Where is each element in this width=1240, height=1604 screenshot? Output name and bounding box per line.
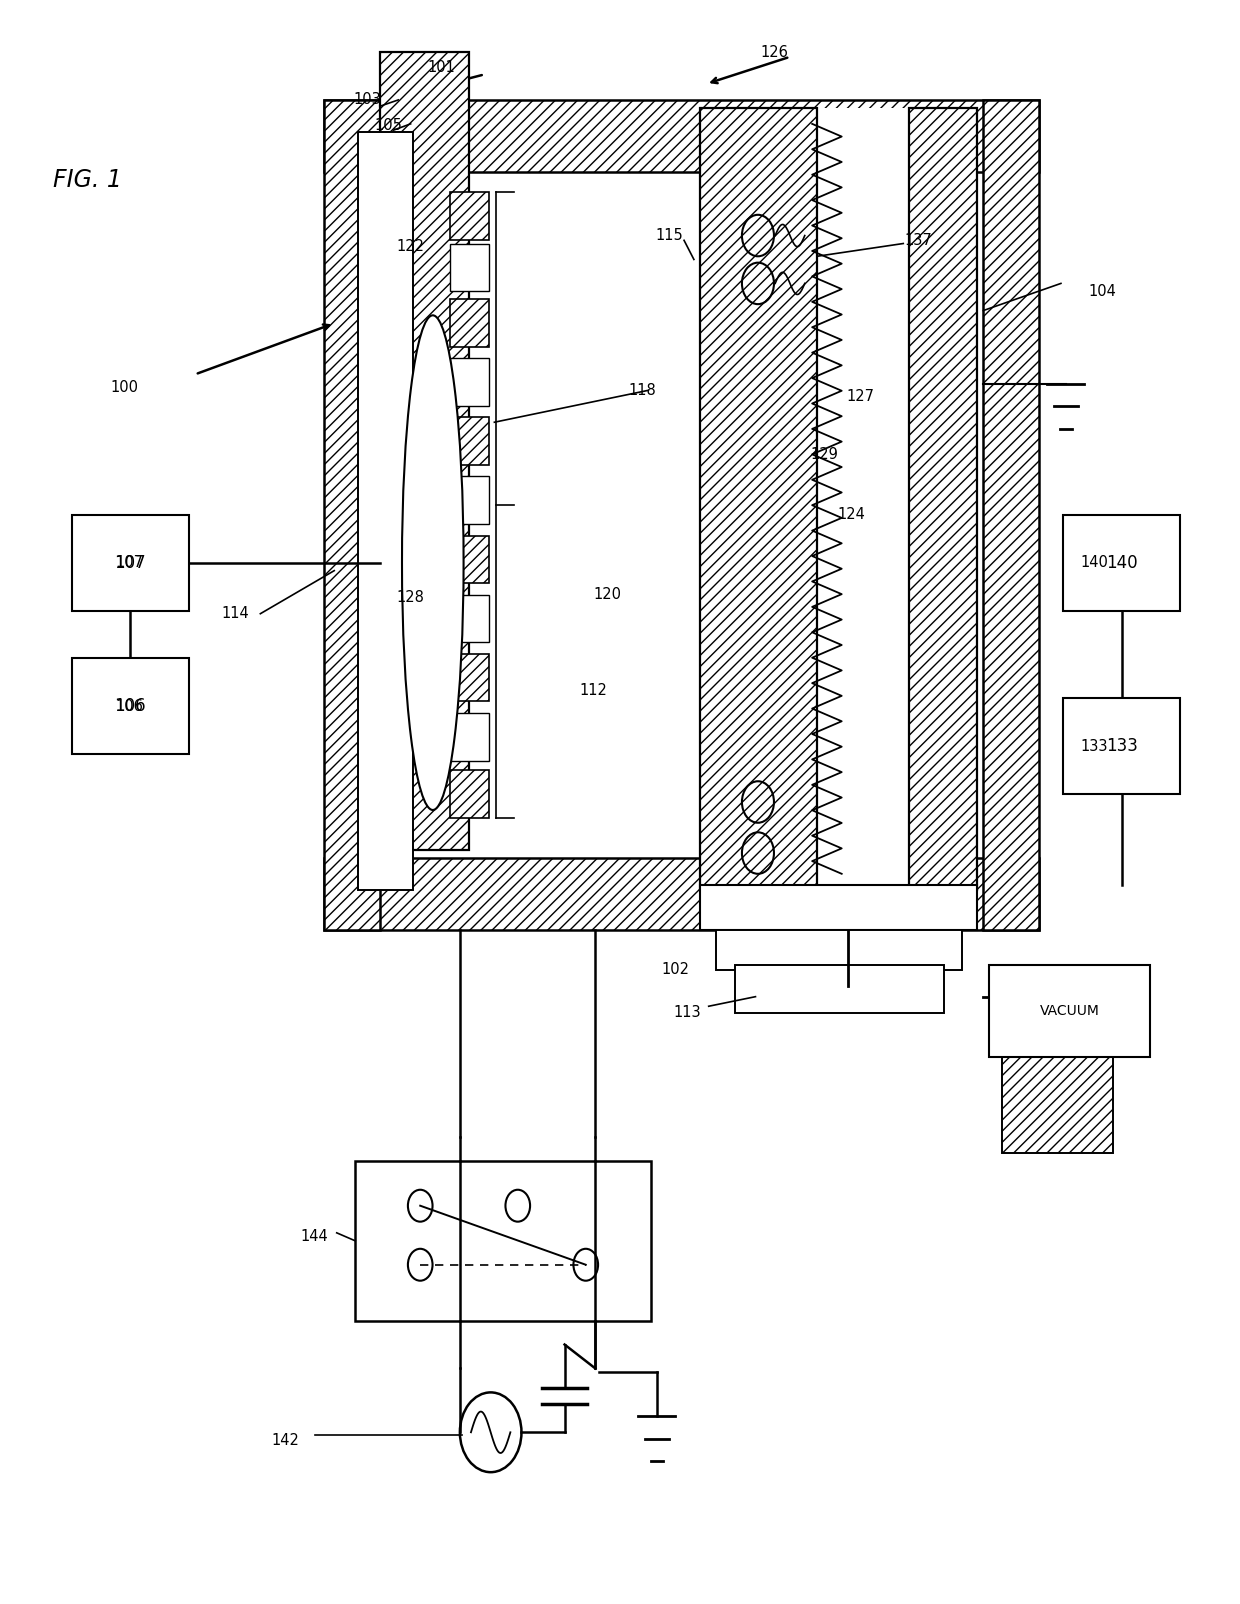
Text: 112: 112 <box>579 683 606 698</box>
Bar <box>325 99 1039 172</box>
Text: 140: 140 <box>1080 555 1109 569</box>
Text: 144: 144 <box>300 1229 329 1243</box>
Bar <box>355 1161 651 1320</box>
Bar <box>450 712 490 760</box>
Ellipse shape <box>402 316 464 810</box>
Bar <box>983 99 1039 930</box>
Text: 104: 104 <box>1089 284 1117 298</box>
Text: 114: 114 <box>222 606 249 621</box>
Bar <box>817 107 909 890</box>
Text: 133: 133 <box>1080 739 1109 754</box>
Text: 122: 122 <box>397 239 424 253</box>
Text: 137: 137 <box>904 233 932 249</box>
Bar <box>450 300 490 346</box>
Bar <box>379 51 469 850</box>
Bar <box>450 476 490 525</box>
Text: FIG. 1: FIG. 1 <box>53 168 123 192</box>
Bar <box>379 172 983 858</box>
Bar <box>1064 698 1180 794</box>
Text: 100: 100 <box>110 380 139 395</box>
Text: 128: 128 <box>397 590 424 605</box>
Bar <box>450 653 490 701</box>
Bar <box>325 99 379 930</box>
Bar <box>450 417 490 465</box>
Text: 101: 101 <box>428 61 455 75</box>
Bar <box>450 770 490 818</box>
Bar <box>990 964 1149 1057</box>
Bar <box>450 358 490 406</box>
Text: 106: 106 <box>115 699 144 714</box>
Text: 133: 133 <box>1106 738 1138 755</box>
Text: 105: 105 <box>374 119 403 133</box>
Bar <box>72 515 188 611</box>
Bar <box>701 885 977 930</box>
Text: 124: 124 <box>837 507 866 523</box>
Bar <box>909 107 977 890</box>
Bar <box>1064 515 1180 611</box>
Bar <box>734 964 944 1012</box>
Text: 102: 102 <box>661 962 689 977</box>
Bar <box>450 192 490 241</box>
Bar <box>1002 1057 1112 1153</box>
Text: 140: 140 <box>1106 553 1138 571</box>
Text: 118: 118 <box>629 383 656 398</box>
Text: 126: 126 <box>760 45 787 59</box>
Text: 142: 142 <box>272 1432 299 1448</box>
Bar <box>450 244 490 292</box>
Text: 107: 107 <box>114 553 146 571</box>
Text: 106: 106 <box>114 698 146 715</box>
Text: 107: 107 <box>115 555 144 569</box>
Text: 115: 115 <box>656 228 683 244</box>
Bar <box>325 858 1039 930</box>
Bar <box>72 658 188 754</box>
Bar <box>357 132 413 890</box>
Text: 113: 113 <box>673 1006 702 1020</box>
Text: 129: 129 <box>811 446 838 462</box>
Text: 120: 120 <box>594 587 621 602</box>
Bar <box>450 536 490 584</box>
Text: 127: 127 <box>846 390 874 404</box>
Bar <box>450 595 490 643</box>
Text: VACUUM: VACUUM <box>1039 1004 1100 1019</box>
Bar <box>715 930 962 969</box>
Bar <box>701 107 817 890</box>
Text: 103: 103 <box>353 93 382 107</box>
